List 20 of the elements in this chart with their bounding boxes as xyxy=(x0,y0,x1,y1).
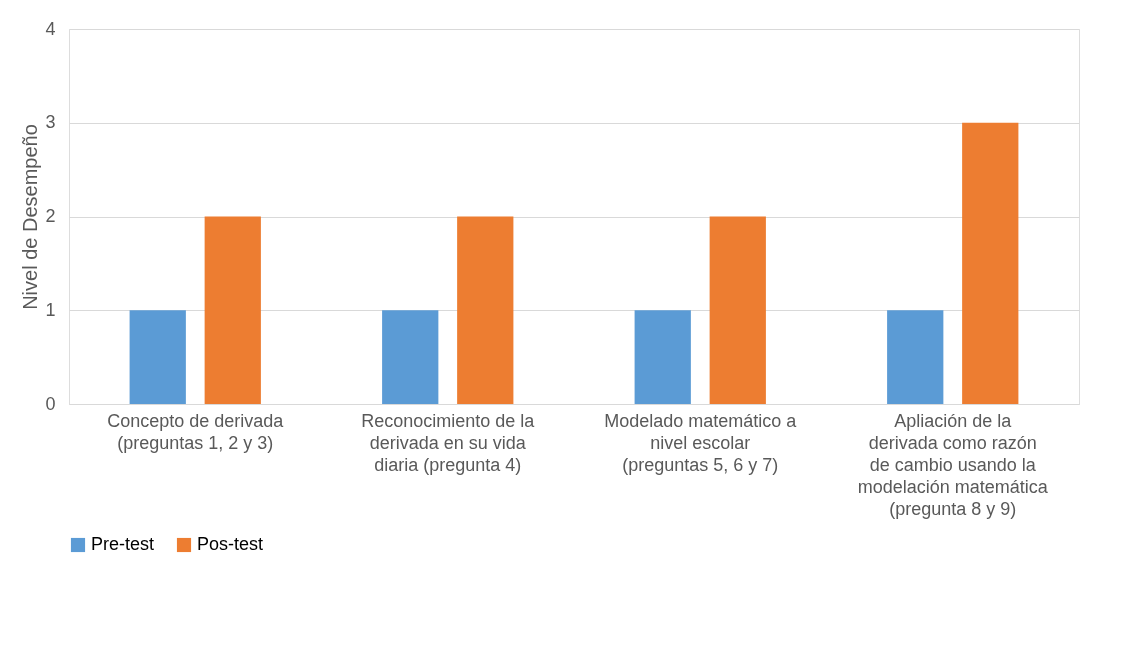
y-tick-label: 3 xyxy=(45,112,56,133)
x-tick-label: Concepto de derivada (preguntas 1, 2 y 3) xyxy=(107,410,285,453)
y-tick-label: 4 xyxy=(45,18,56,39)
y-tick-label: 0 xyxy=(45,393,56,414)
bar xyxy=(382,310,439,404)
x-tick-label: Reconocimiento de la derivada en su vida diaria (pregunta 4) xyxy=(361,410,536,475)
y-tick-label: 2 xyxy=(45,206,56,226)
bar xyxy=(887,310,944,404)
bar xyxy=(634,310,691,404)
y-tick-label: 1 xyxy=(45,299,56,320)
bar xyxy=(962,122,1019,404)
bar xyxy=(709,216,766,404)
bar xyxy=(457,216,514,404)
bar xyxy=(129,310,186,404)
legend-label: Pos-test xyxy=(197,534,264,554)
legend-label: Pre-test xyxy=(91,534,155,554)
bar xyxy=(204,216,261,404)
y-axis-title: Nivel de Desempeño xyxy=(19,124,42,310)
x-tick-label: Apliación de la derivada como razón de cambio usando la modelación matemática (pregunta 8 y 9) xyxy=(857,410,1049,519)
x-tick-label: Modelado matemático a nivel escolar (preguntas 5, 6 y 7) xyxy=(604,410,798,475)
